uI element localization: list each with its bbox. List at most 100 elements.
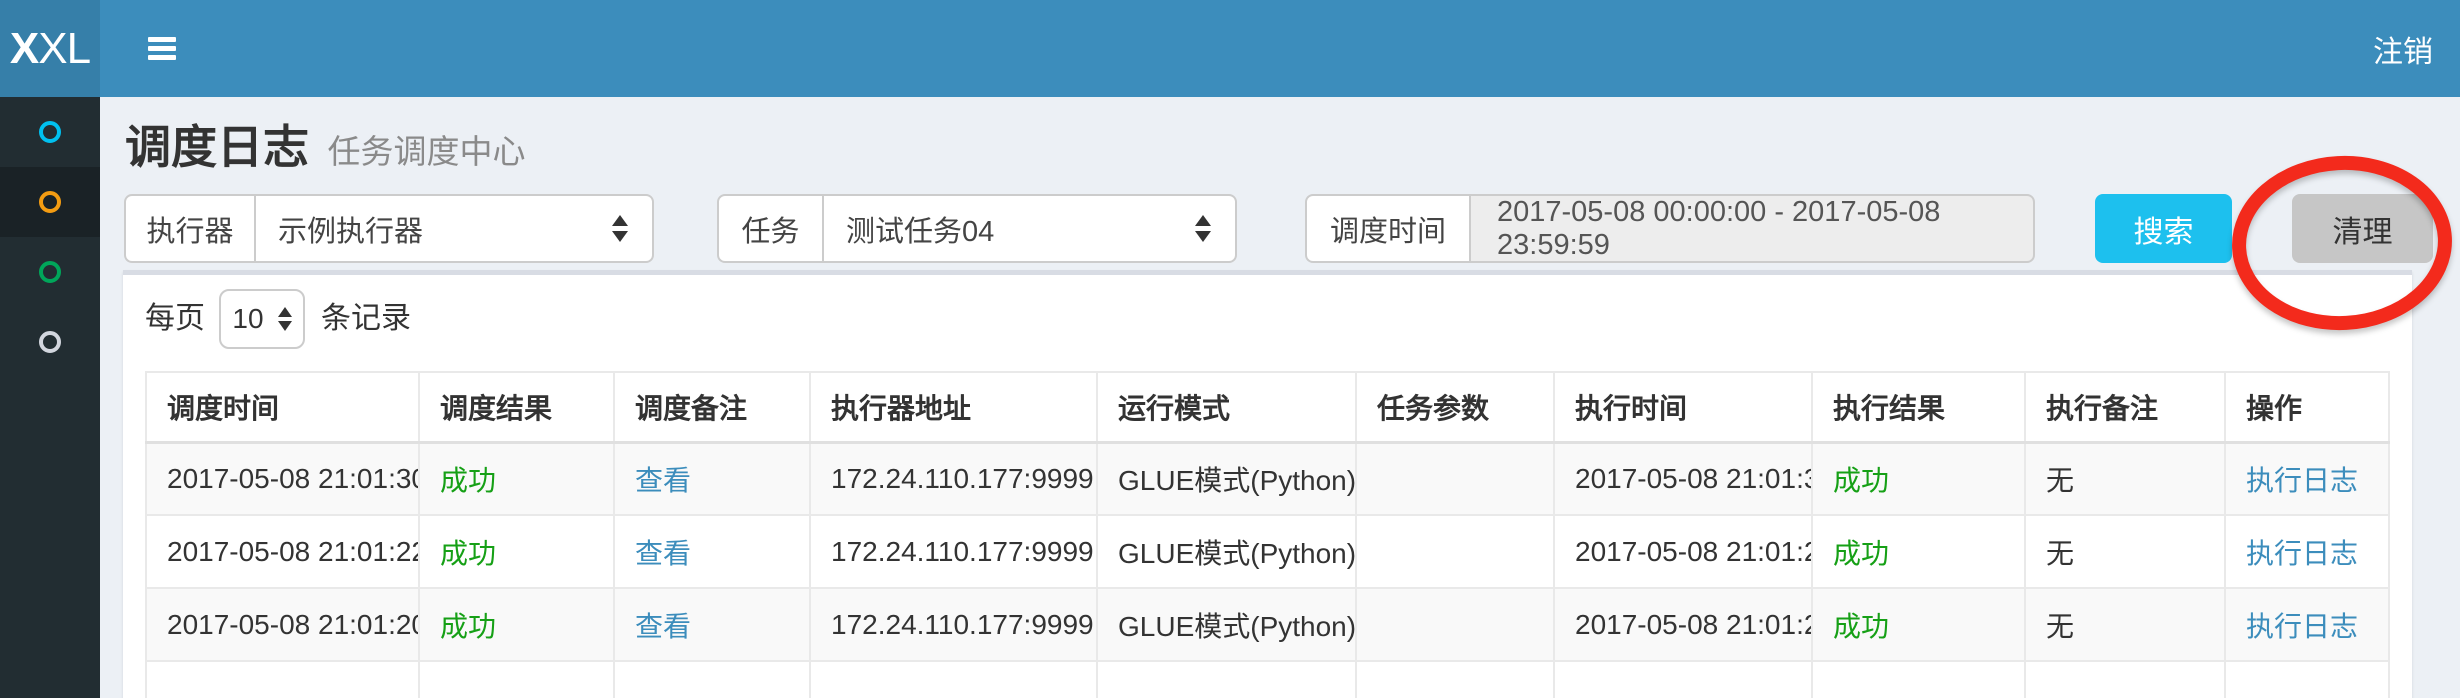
status-text: 成功	[440, 610, 497, 642]
filter-bar: 执行器 示例执行器 任务 测试任务04 调度时间 2017-05-08 00:0…	[124, 194, 2460, 263]
table-cell	[1355, 587, 1555, 662]
page-size-select[interactable]: 10	[219, 289, 305, 349]
exec-log-link[interactable]: 执行日志	[2246, 537, 2359, 569]
column-header: 执行时间	[1553, 371, 1813, 444]
table-cell: 2017-05-08 21:01:20	[145, 587, 420, 662]
table-cell	[2024, 660, 2226, 698]
table-row: 2017-05-08 21:01:22 成功 查看 172.24.110.177:99…	[145, 514, 2390, 589]
table-row: 2017-05-08 21:01:20 成功 查看 172.24.110.177:99…	[145, 587, 2390, 662]
page-size-control: 每页 10 条记录	[145, 289, 2390, 349]
table-cell: 查看	[613, 587, 811, 662]
log-panel: 每页 10 条记录 调度时间 调度结果 调度备注 执行器地址 运行模式 任务参数 执行时间执…	[123, 270, 2412, 698]
sidebar-menu-item-2[interactable]	[0, 167, 100, 237]
table-cell: GLUE模式(Python)	[1096, 514, 1357, 589]
circle-o-icon	[39, 121, 61, 143]
table-cell	[1355, 660, 1555, 698]
status-text: 成功	[440, 464, 497, 496]
table-cell	[145, 660, 420, 698]
column-header: 执行器地址	[809, 371, 1098, 444]
table-cell: 执行日志	[2224, 514, 2390, 589]
time-label: 调度时间	[1305, 194, 1469, 263]
status-text: 成功	[1833, 464, 1890, 496]
view-remark-link[interactable]: 查看	[635, 610, 692, 642]
table-row: 2017-05-08 21:01:30 成功 查看 172.24.110.177:99…	[145, 441, 2390, 516]
table-cell: 成功	[418, 514, 615, 589]
executor-label: 执行器	[124, 194, 254, 263]
table-cell: 成功	[418, 441, 615, 516]
circle-o-icon	[39, 261, 61, 283]
table-cell: 成功	[1811, 514, 2026, 589]
table-cell	[1355, 441, 1555, 516]
sidebar-menu-item-1[interactable]	[0, 97, 100, 167]
table-row	[145, 660, 2390, 698]
clean-button[interactable]: 清理	[2292, 194, 2433, 263]
select-arrows-icon	[277, 307, 292, 331]
table-cell: 172.24.110.177:9999	[809, 514, 1098, 589]
status-text: 成功	[1833, 537, 1890, 569]
table-cell	[1096, 660, 1357, 698]
status-text: 成功	[1833, 610, 1890, 642]
table-cell: 执行日志	[2224, 587, 2390, 662]
job-select[interactable]: 测试任务04	[822, 194, 1237, 263]
table-cell: 执行日志	[2224, 441, 2390, 516]
circle-o-icon	[39, 331, 61, 353]
table-cell: 成功	[1811, 587, 2026, 662]
view-remark-link[interactable]: 查看	[635, 464, 692, 496]
column-header: 运行模式	[1096, 371, 1357, 444]
table-cell	[2224, 660, 2390, 698]
table-cell: 2017-05-08 21:01:22	[145, 514, 420, 589]
column-header: 调度备注	[613, 371, 811, 444]
job-filter-group: 任务 测试任务04	[654, 194, 1237, 263]
table-cell	[1811, 660, 2026, 698]
table-cell: 查看	[613, 441, 811, 516]
table-cell: 2017-05-08 21:01:30	[1553, 441, 1813, 516]
table-cell	[809, 660, 1098, 698]
app-logo[interactable]: X XL	[0, 0, 100, 97]
page-subtitle: 任务调度中心	[327, 133, 526, 170]
dispatch-log-table: 调度时间 调度结果 调度备注 执行器地址 运行模式 任务参数 执行时间 执行结果 执行备注 操作 …	[145, 371, 2390, 698]
table-cell: 172.24.110.177:9999	[809, 441, 1098, 516]
job-selected-value: 测试任务04	[846, 215, 995, 248]
table-cell: 无	[2024, 587, 2226, 662]
main-content: 调度日志 任务调度中心 执行器 示例执行器 任务 测试任务04 调度时间 201…	[100, 97, 2460, 698]
table-cell	[418, 660, 615, 698]
logout-link[interactable]: 注销	[2373, 35, 2433, 69]
time-range-input[interactable]: 2017-05-08 00:00:00 - 2017-05-08 23:59:5…	[1469, 194, 2035, 263]
column-header: 操作	[2224, 371, 2390, 444]
table-cell: 无	[2024, 514, 2226, 589]
column-header: 执行备注	[2024, 371, 2226, 444]
executor-select[interactable]: 示例执行器	[254, 194, 654, 263]
executor-selected-value: 示例执行器	[278, 215, 424, 248]
table-cell: 查看	[613, 514, 811, 589]
table-cell: 2017-05-08 21:01:30	[145, 441, 420, 516]
table-cell: GLUE模式(Python)	[1096, 441, 1357, 516]
table-header-row: 调度时间 调度结果 调度备注 执行器地址 运行模式 任务参数 执行时间 执行结果 执行备注 操作	[145, 371, 2390, 444]
executor-filter-group: 执行器 示例执行器	[124, 194, 654, 263]
table-cell: 成功	[418, 587, 615, 662]
column-header: 执行结果	[1811, 371, 2026, 444]
column-header: 任务参数	[1355, 371, 1555, 444]
table-cell	[613, 660, 811, 698]
sidebar-menu-item-4[interactable]	[0, 307, 100, 377]
time-filter-group: 调度时间 2017-05-08 00:00:00 - 2017-05-08 23…	[1237, 194, 2035, 263]
view-remark-link[interactable]: 查看	[635, 537, 692, 569]
sidebar-menu-item-3[interactable]	[0, 237, 100, 307]
page-header: 调度日志 任务调度中心	[100, 97, 2460, 191]
status-text: 成功	[440, 537, 497, 569]
exec-log-link[interactable]: 执行日志	[2246, 610, 2359, 642]
select-arrows-icon	[1195, 215, 1211, 242]
search-button[interactable]: 搜索	[2095, 194, 2232, 263]
job-label: 任务	[717, 194, 822, 263]
table-cell	[1553, 660, 1813, 698]
table-cell: 172.24.110.177:9999	[809, 587, 1098, 662]
circle-o-icon	[39, 191, 61, 213]
exec-log-link[interactable]: 执行日志	[2246, 464, 2359, 496]
pager-suffix-label: 条记录	[321, 302, 411, 335]
sidebar	[0, 97, 100, 698]
table-cell: 2017-05-08 21:01:21	[1553, 587, 1813, 662]
sidebar-toggle-icon[interactable]	[124, 19, 200, 79]
table-cell: 无	[2024, 441, 2226, 516]
column-header: 调度时间	[145, 371, 420, 444]
navbar-right: 注销	[100, 0, 2460, 97]
column-header: 调度结果	[418, 371, 615, 444]
